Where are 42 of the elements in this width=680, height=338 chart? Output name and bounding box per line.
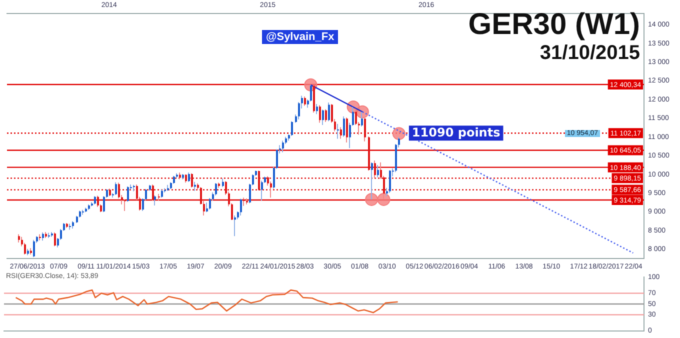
candlestick bbox=[206, 202, 208, 213]
candlestick bbox=[258, 170, 260, 191]
candlestick bbox=[389, 170, 391, 194]
candlestick bbox=[127, 186, 129, 202]
candlestick bbox=[328, 102, 330, 122]
candlestick bbox=[346, 116, 348, 144]
candlestick bbox=[291, 120, 293, 136]
candlestick bbox=[191, 172, 193, 188]
candlestick bbox=[115, 182, 117, 196]
annotation: 11090 points bbox=[412, 126, 500, 140]
candlestick bbox=[310, 84, 312, 102]
text: 31/10/2015 bbox=[540, 42, 640, 65]
candlestick bbox=[304, 96, 306, 106]
candlestick bbox=[24, 242, 26, 255]
point bbox=[377, 192, 390, 206]
candlestick bbox=[261, 180, 263, 202]
point bbox=[392, 127, 406, 140]
candlestick bbox=[240, 198, 242, 216]
candlestick bbox=[154, 194, 156, 206]
point bbox=[365, 192, 378, 206]
candlestick bbox=[343, 116, 345, 138]
candlestick bbox=[325, 108, 327, 122]
candlestick bbox=[270, 180, 272, 198]
candlestick bbox=[319, 104, 321, 124]
candlestick bbox=[371, 162, 373, 200]
candlestick bbox=[377, 164, 379, 178]
candlestick bbox=[124, 198, 126, 212]
candlestick bbox=[374, 160, 376, 179]
candlestick bbox=[54, 232, 56, 247]
candlestick bbox=[364, 118, 366, 142]
candlestick bbox=[361, 111, 363, 127]
candlestick bbox=[188, 172, 190, 182]
candlestick bbox=[282, 140, 284, 153]
candlestick bbox=[337, 123, 339, 140]
candlestick bbox=[33, 239, 35, 258]
candlestick bbox=[340, 126, 342, 140]
candlestick bbox=[215, 182, 217, 196]
annotation: @Sylvain_Fx bbox=[262, 30, 338, 44]
candlestick bbox=[322, 109, 324, 126]
candlestick bbox=[316, 103, 318, 115]
candlestick bbox=[103, 196, 105, 213]
chart-title: GER30 (W1) bbox=[468, 8, 640, 42]
